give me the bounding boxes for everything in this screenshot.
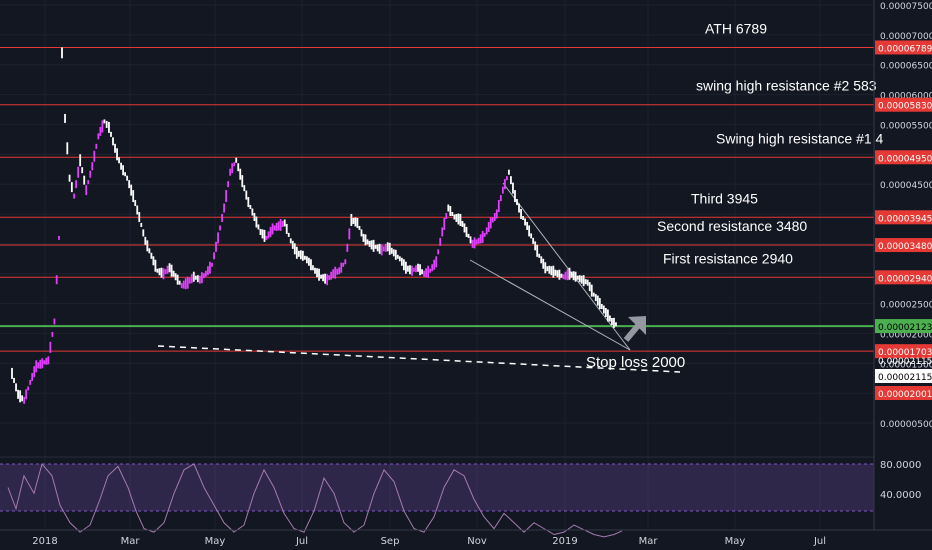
- stop-loss-label: Stop loss 2000: [586, 354, 685, 371]
- x-tick-label: Sep: [381, 536, 400, 547]
- level-tag-bg: [875, 40, 932, 55]
- rsi-tick-label: 40.0000: [880, 490, 921, 501]
- y-tick-label: 0.00006000: [880, 92, 932, 102]
- level-tags: 0.00006789 0.00005830 0.00004950 0.00003945…: [875, 40, 932, 400]
- y-tick-label: 0.00004500: [880, 181, 932, 191]
- wedge-lower-line: [469, 259, 631, 351]
- extra-tag: 0.00002001: [878, 390, 932, 400]
- level-label: Third 3945: [691, 190, 758, 206]
- level-tag-bg: [875, 97, 932, 112]
- level-label: swing high resistance #2 583: [696, 78, 877, 94]
- level-tag: 0.00002940: [878, 274, 932, 284]
- extra-tag: 0.00002115: [878, 373, 932, 383]
- level-label: Swing high resistance #1 4: [716, 130, 884, 146]
- wedge-upper-line: [502, 182, 631, 351]
- level-tag-bg: [875, 210, 932, 225]
- y-tick-label: 0.00007000: [880, 32, 932, 42]
- x-tick-label: 2018: [32, 536, 57, 547]
- level-tag-bg: [875, 270, 932, 285]
- y-tick-label: 0.00002500: [880, 301, 932, 311]
- extra-tag-bg: [875, 369, 932, 383]
- level-tag: 0.00002123: [878, 323, 932, 333]
- x-tick-label: May: [725, 536, 746, 547]
- level-tag: 0.00004950: [878, 154, 932, 164]
- y-tick-label: 0.00001500: [880, 360, 932, 370]
- x-tick-label: Mar: [639, 536, 659, 547]
- level-tag: 0.00003945: [878, 214, 932, 224]
- x-tick-label: May: [205, 536, 226, 547]
- rsi-line: [7, 462, 623, 538]
- x-tick-label: Jul: [813, 536, 826, 547]
- x-axis: 2018 Mar May Jul Sep Nov 2019 Mar May Jul: [0, 529, 932, 547]
- extra-tag: 0.00002115: [878, 357, 932, 367]
- level-tag-bg: [875, 319, 932, 334]
- level-tag-bg: [875, 238, 932, 253]
- level-label: ATH 6789: [705, 20, 767, 36]
- price-series: [11, 47, 617, 404]
- level-tag-bg: [875, 150, 932, 165]
- y-tick-label: 0.00006500: [880, 62, 932, 72]
- level-tag: 0.00003480: [878, 242, 932, 252]
- y-tick-label: 0.00007500: [880, 2, 932, 12]
- levels: ATH 6789 swing high resistance #2 583 Swin…: [0, 20, 884, 352]
- extra-tag-bg: [875, 386, 932, 400]
- x-tick-label: 2019: [552, 536, 577, 547]
- arrow-up-icon: [623, 316, 646, 342]
- trendlines: [157, 182, 681, 373]
- rsi-band: [0, 464, 874, 511]
- level-tag: 0.00005830: [878, 102, 932, 112]
- level-label: Second resistance 3480: [657, 218, 807, 234]
- y-tick-label: 0.00002000: [880, 330, 932, 340]
- x-tick-label: Nov: [467, 536, 487, 547]
- level-tag: 0.00006789: [878, 44, 932, 54]
- level-label: First resistance 2940: [663, 250, 793, 266]
- x-tick-label: Mar: [121, 536, 141, 547]
- x-tick-label: Jul: [295, 536, 308, 547]
- x-tick-labels: 2018 Mar May Jul Sep Nov 2019 Mar May Jul: [32, 536, 826, 547]
- rsi-tick-label: 80.0000: [880, 460, 921, 471]
- level-tag: 0.00001703: [878, 348, 932, 358]
- rsi-panel: 80.0000 40.0000: [0, 456, 921, 538]
- y-tick-label: 0.00005500: [880, 121, 932, 131]
- level-tag-bg: [875, 344, 932, 359]
- y-tick-label: 0.00000500: [880, 420, 932, 430]
